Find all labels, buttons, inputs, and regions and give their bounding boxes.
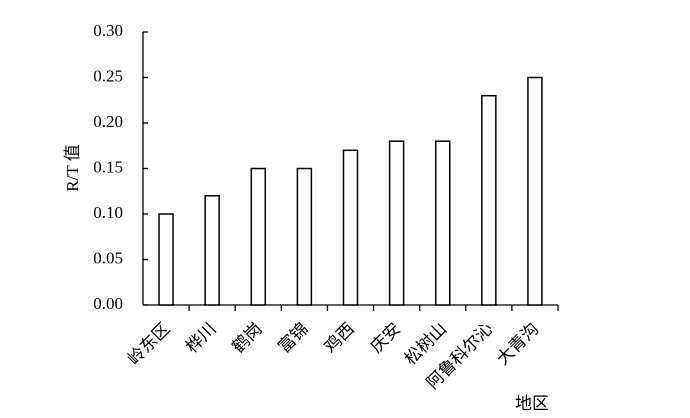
y-tick-label: 0.30 [93, 21, 123, 40]
y-axis-title: R/T 值 [63, 144, 82, 191]
y-tick-label: 0.15 [93, 157, 123, 176]
bar [481, 94, 497, 306]
x-tick-label: 庆安 [367, 319, 404, 356]
x-tick-label: 岭东区 [124, 319, 173, 368]
x-tick-label: 大青沟 [493, 319, 542, 368]
bar [158, 213, 174, 306]
bar [527, 76, 543, 306]
bar [250, 167, 267, 306]
y-tick-label: 0.00 [93, 294, 123, 313]
x-tick-label: 鹤岗 [228, 319, 265, 356]
y-tick-label: 0.10 [93, 203, 123, 222]
bar [342, 149, 359, 306]
y-tick-label: 0.05 [93, 248, 123, 267]
x-tick-label: 桦川 [182, 319, 219, 356]
x-axis-title: 地区 [515, 394, 549, 413]
bar [434, 140, 451, 306]
bar [296, 167, 313, 306]
y-tick-label: 0.20 [93, 112, 123, 131]
y-tick-label: 0.25 [93, 66, 123, 85]
x-tick-label: 鸡西 [321, 319, 358, 356]
bar [388, 140, 405, 306]
x-tick-label: 富锦 [275, 319, 312, 356]
bar [204, 195, 220, 306]
